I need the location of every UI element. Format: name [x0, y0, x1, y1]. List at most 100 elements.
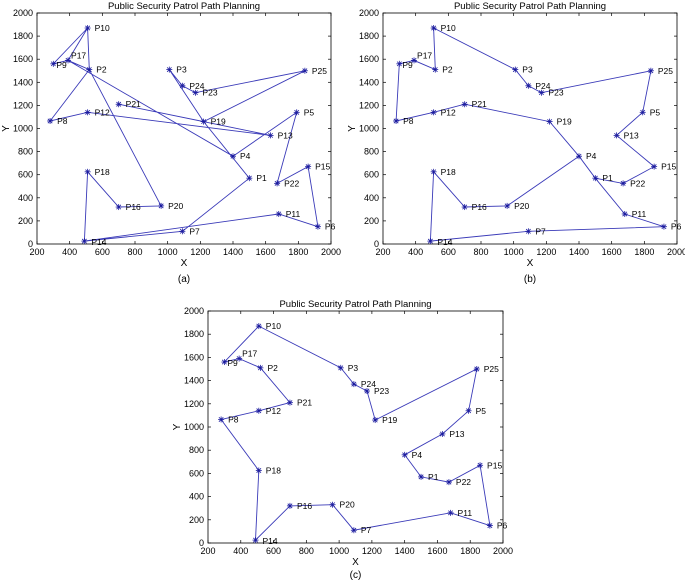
- marker-stroke: [402, 452, 408, 458]
- point-label-p13: P13: [624, 130, 639, 140]
- x-tick-label: 200: [200, 546, 215, 556]
- point-marker-p16: [115, 204, 122, 211]
- point-marker-p8: [393, 117, 400, 124]
- marker-stroke: [466, 408, 472, 414]
- y-tick-label: 800: [189, 445, 204, 455]
- x-axis-label: X: [527, 258, 534, 269]
- x-tick-label: 1200: [362, 546, 382, 556]
- point-marker-p3: [166, 66, 173, 73]
- marker-stroke: [640, 109, 646, 115]
- marker-stroke: [276, 211, 282, 217]
- marker-stroke: [302, 68, 308, 74]
- point-label-p7: P7: [189, 226, 200, 236]
- point-marker-p12: [84, 109, 91, 116]
- point-label-p12: P12: [266, 406, 281, 416]
- point-label-p10: P10: [266, 321, 281, 331]
- y-tick-label: 400: [364, 193, 379, 203]
- point-label-p5: P5: [650, 107, 661, 117]
- point-label-p3: P3: [176, 65, 187, 75]
- point-label-p18: P18: [441, 167, 456, 177]
- chart-title: Public Security Patrol Path Planning: [279, 299, 431, 310]
- point-marker-p22: [274, 180, 281, 187]
- y-tick-label: 1200: [184, 399, 204, 409]
- y-tick-label: 800: [18, 147, 33, 157]
- marker-stroke: [396, 61, 402, 67]
- point-marker-p7: [179, 228, 186, 235]
- x-tick-label: 200: [29, 247, 44, 257]
- point-label-p5: P5: [476, 406, 487, 416]
- chart-title: Public Security Patrol Path Planning: [108, 1, 260, 12]
- marker-stroke: [192, 90, 198, 96]
- marker-stroke: [116, 204, 122, 210]
- panel-label: (c): [350, 570, 362, 581]
- marker-stroke: [287, 400, 293, 406]
- point-label-p1: P1: [428, 472, 439, 482]
- point-label-p8: P8: [228, 414, 239, 424]
- point-label-p12: P12: [441, 107, 456, 117]
- marker-stroke: [50, 61, 56, 67]
- point-label-p3: P3: [522, 65, 533, 75]
- x-axis-label: X: [352, 557, 359, 568]
- point-marker-p25: [647, 67, 654, 74]
- marker-stroke: [85, 169, 91, 175]
- marker-stroke: [85, 109, 91, 115]
- marker-stroke: [504, 203, 510, 209]
- marker-stroke: [287, 503, 293, 509]
- route-line: [48, 26, 319, 242]
- panel-label: (a): [178, 274, 190, 285]
- y-tick-label: 1000: [184, 422, 204, 432]
- marker-stroke: [158, 203, 164, 209]
- point-marker-p2: [432, 66, 439, 73]
- y-tick-label: 1000: [13, 124, 33, 134]
- marker-stroke: [268, 132, 274, 138]
- point-label-p8: P8: [403, 116, 414, 126]
- point-label-p21: P21: [472, 99, 487, 109]
- y-axis-label: Y: [172, 423, 183, 430]
- y-tick-label: 1600: [359, 54, 379, 64]
- point-marker-p4: [401, 451, 408, 458]
- route-line: [220, 325, 491, 542]
- x-tick-label: 400: [233, 546, 248, 556]
- point-label-p1: P1: [602, 173, 613, 183]
- x-tick-label: 1200: [190, 247, 210, 257]
- point-marker-p15: [305, 163, 312, 170]
- marker-stroke: [274, 180, 280, 186]
- y-tick-label: 1600: [184, 352, 204, 362]
- point-marker-p15: [477, 462, 484, 469]
- marker-stroke: [525, 228, 531, 234]
- point-label-p16: P16: [126, 202, 141, 212]
- point-label-p15: P15: [315, 162, 330, 172]
- marker-stroke: [253, 537, 259, 543]
- point-label-p21: P21: [126, 99, 141, 109]
- y-tick-label: 600: [189, 468, 204, 478]
- point-marker-p23: [538, 89, 545, 96]
- y-tick-label: 2000: [184, 306, 204, 316]
- point-marker-p10: [430, 25, 437, 32]
- point-label-p6: P6: [497, 521, 508, 531]
- marker-stroke: [648, 68, 654, 74]
- marker-stroke: [474, 366, 480, 372]
- marker-stroke: [85, 25, 91, 31]
- point-marker-p12: [255, 407, 262, 414]
- marker-stroke: [351, 527, 357, 533]
- point-label-p6: P6: [325, 222, 336, 232]
- point-label-p1: P1: [256, 173, 267, 183]
- x-tick-label: 1400: [395, 546, 415, 556]
- marker-stroke: [393, 118, 399, 124]
- marker-stroke: [651, 164, 657, 170]
- point-marker-p6: [486, 522, 493, 529]
- point-marker-p22: [445, 479, 452, 486]
- marker-stroke: [446, 479, 452, 485]
- x-tick-label: 1800: [288, 247, 308, 257]
- point-marker-p1: [418, 473, 425, 480]
- point-marker-p11: [275, 210, 282, 217]
- point-marker-p24: [525, 82, 532, 89]
- point-marker-p24: [179, 82, 186, 89]
- x-tick-label: 200: [375, 247, 390, 257]
- marker-stroke: [439, 431, 445, 437]
- marker-stroke: [294, 109, 300, 115]
- y-tick-label: 1200: [13, 100, 33, 110]
- point-label-p7: P7: [361, 525, 372, 535]
- marker-stroke: [431, 109, 437, 115]
- chart-title: Public Security Patrol Path Planning: [454, 1, 606, 12]
